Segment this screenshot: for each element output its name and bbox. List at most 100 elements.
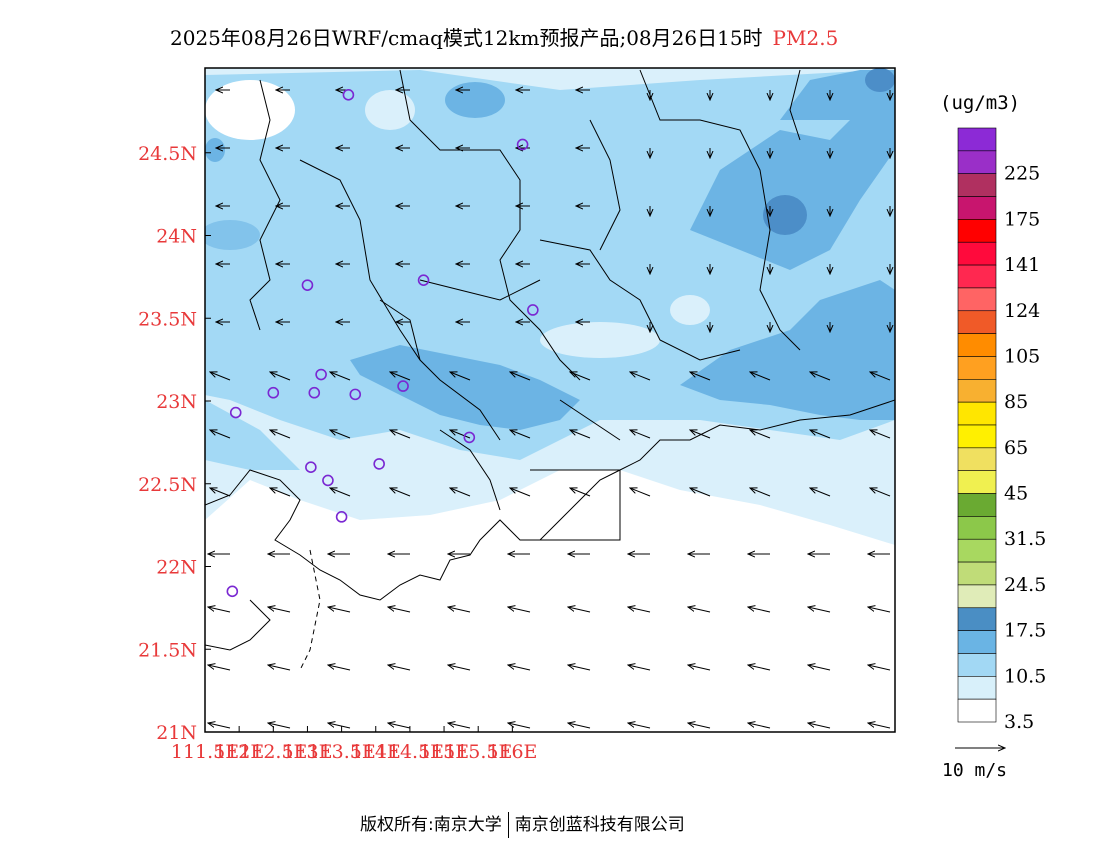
wind-vectors (208, 90, 891, 729)
wind-arrow (210, 372, 231, 381)
wind-arrow (628, 723, 651, 729)
footer-separator (507, 812, 509, 838)
wind-arrow (390, 430, 411, 439)
wind-arrow (210, 430, 231, 439)
lat-tick-label: 22.5N (138, 474, 197, 496)
wind-arrow (508, 723, 531, 729)
wind-arrow (570, 430, 591, 439)
wind-arrow (870, 430, 891, 439)
wind-arrow (688, 607, 711, 613)
legend-swatch (957, 241, 997, 266)
wind-arrow (390, 488, 411, 497)
legend-swatch (957, 219, 997, 243)
station-marker (322, 474, 334, 487)
wind-arrow (808, 607, 831, 613)
wind-arrow (570, 372, 591, 381)
station-marker (417, 274, 430, 286)
wind-arrow (690, 430, 711, 439)
legend-label: 225 (1004, 163, 1040, 185)
legend-swatch (957, 333, 997, 357)
wind-arrow (510, 488, 531, 497)
station-marker (308, 386, 321, 399)
legend-swatch (957, 287, 997, 312)
legend-label: 105 (1004, 345, 1040, 367)
wind-arrow (328, 607, 351, 613)
station-marker (315, 368, 327, 381)
lon-tick-label: 111.5E (171, 741, 239, 763)
legend-label: 141 (1004, 254, 1040, 276)
wind-arrow (328, 723, 351, 729)
concentration-field (205, 68, 895, 732)
legend-swatch (957, 150, 997, 174)
lon-tick-label: 114.5E (376, 741, 444, 763)
lon-tick-label: 115.5E (444, 741, 512, 763)
wind-arrow (208, 665, 231, 671)
legend-swatch (957, 447, 997, 471)
wind-arrow (808, 723, 831, 729)
wind-arrow (448, 665, 471, 671)
station-marker (267, 386, 280, 399)
wind-arrow (450, 430, 471, 439)
legend-swatch (957, 356, 997, 380)
boundary-lines (205, 69, 895, 671)
station-marker (527, 304, 539, 316)
wind-arrow (510, 430, 531, 439)
lat-tick-label: 23N (156, 391, 197, 413)
wind-arrow (208, 723, 231, 729)
legend-swatch (957, 653, 997, 677)
wind-arrow (748, 723, 771, 729)
wind-arrow (808, 665, 831, 671)
wind-arrow (328, 665, 351, 671)
legend-swatch (957, 310, 997, 334)
legend-swatch (957, 127, 997, 152)
wind-arrow (450, 372, 471, 381)
wind-arrow (270, 372, 291, 381)
wind-arrow (750, 488, 771, 497)
wind-arrow (630, 430, 651, 439)
wind-arrow (568, 723, 591, 729)
footer-company: 南京创蓝科技有限公司 (514, 815, 685, 835)
legend-swatch (957, 173, 997, 197)
wind-arrow (870, 488, 891, 497)
longitude-axis: 111.5E112E112.5E113E113.5E114E114.5E115E… (171, 726, 537, 763)
wind-arrow (508, 607, 531, 613)
wind-arrow (868, 723, 891, 729)
lon-tick-label: 112E (214, 741, 264, 763)
map-frame (204, 67, 896, 733)
legend-swatch (957, 538, 997, 563)
legend-label: 24.5 (1004, 574, 1046, 596)
legend-label: 124 (1004, 300, 1040, 322)
wind-arrow (508, 665, 531, 671)
wind-arrow (388, 723, 411, 729)
wind-arrow (748, 607, 771, 613)
lat-tick-label: 21N (156, 722, 197, 744)
wind-arrow (690, 372, 711, 381)
wind-reference-label: 10 m/s (942, 760, 1008, 781)
wind-arrow (810, 372, 831, 381)
lat-tick-label: 22N (156, 557, 197, 579)
legend-swatch (957, 607, 997, 631)
wind-arrow (448, 607, 471, 613)
legend-label: 3.5 (1004, 711, 1034, 733)
legend-unit: (ug/m3) (940, 92, 1021, 114)
station-marker (349, 388, 362, 401)
wind-arrow (630, 488, 651, 497)
legend-swatch (957, 516, 997, 540)
legend-label: 45 (1004, 483, 1028, 505)
wind-arrow (450, 488, 471, 497)
legend-label: 31.5 (1004, 528, 1046, 550)
wind-arrow (388, 607, 411, 613)
wind-arrow (268, 723, 291, 729)
wind-arrow (868, 665, 891, 671)
wind-arrow (628, 665, 651, 671)
wind-arrow (630, 372, 651, 381)
lon-tick-label: 113.5E (307, 741, 375, 763)
legend-swatch (957, 698, 997, 723)
lon-tick-label: 116E (487, 741, 537, 763)
wind-arrow (568, 665, 591, 671)
wind-arrow (270, 488, 291, 497)
lat-tick-label: 23.5N (138, 308, 197, 330)
legend-swatch (957, 424, 997, 449)
wind-arrow (330, 372, 351, 381)
title-main: 2025年08月26日WRF/cmaq模式12km预报产品;08月26日15时 (170, 26, 763, 50)
